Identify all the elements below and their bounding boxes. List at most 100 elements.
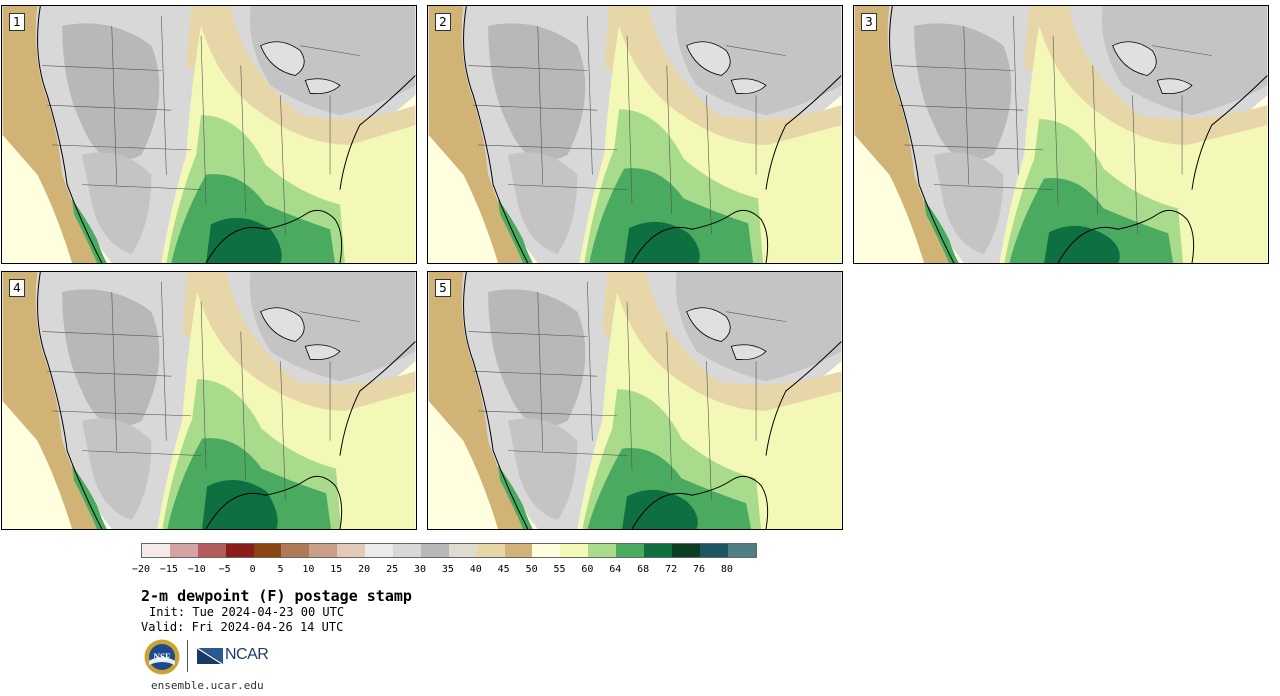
- coastline: [205, 475, 343, 529]
- dewpoint-band-dark-green: [624, 221, 700, 263]
- state-boundary: [1132, 95, 1138, 235]
- colorbar-swatch: [588, 544, 617, 557]
- colorbar-swatch: [197, 544, 226, 557]
- colorbar-swatch: [420, 544, 449, 557]
- colorbar-tick-label: 72: [665, 564, 678, 575]
- dewpoint-band-tan: [854, 6, 949, 263]
- dewpoint-band-gray: [81, 418, 152, 521]
- colorbar-swatch: [504, 544, 533, 557]
- colorbar-tick-label: 60: [581, 564, 594, 575]
- state-boundary: [899, 104, 1024, 111]
- dewpoint-band-tan: [428, 6, 523, 263]
- coastline: [37, 272, 103, 529]
- state-boundary: [300, 311, 360, 322]
- state-boundary: [161, 281, 167, 441]
- state-boundary: [52, 410, 192, 417]
- site-url[interactable]: ensemble.ucar.edu: [151, 679, 264, 692]
- ncar-logo[interactable]: NCAR: [196, 645, 269, 665]
- state-boundary: [894, 65, 1014, 71]
- panel-number: 2: [435, 13, 451, 31]
- map-panel-4[interactable]: 4: [1, 271, 417, 530]
- state-boundary: [706, 95, 712, 235]
- state-boundary: [587, 15, 593, 175]
- map-panel-2[interactable]: 2: [427, 5, 843, 264]
- dewpoint-band-gray: [488, 289, 586, 427]
- dewpoint-map: [854, 6, 1268, 263]
- plot-title: 2-m dewpoint (F) postage stamp: [141, 587, 412, 605]
- map-panel-3[interactable]: 3: [853, 5, 1269, 264]
- colorbar-swatch: [616, 544, 645, 557]
- state-boundary: [52, 144, 192, 151]
- state-boundary: [300, 45, 360, 56]
- coastline: [37, 6, 103, 263]
- ncar-mark-icon: [196, 647, 223, 665]
- colorbar-swatch: [225, 544, 254, 557]
- coastline: [205, 209, 343, 263]
- colorbar-tick-label: 68: [637, 564, 650, 575]
- dewpoint-band-gray: [914, 23, 1012, 161]
- coastline: [339, 341, 416, 456]
- colorbar-tick-label: −20: [131, 564, 151, 575]
- dewpoint-band-gray: [488, 23, 586, 161]
- state-boundary: [507, 450, 628, 456]
- colorbar-swatch: [337, 544, 366, 557]
- colorbar-tick-label: 50: [525, 564, 538, 575]
- state-boundary: [1152, 45, 1212, 56]
- panel-number: 4: [9, 279, 25, 297]
- coastline: [463, 6, 529, 263]
- state-boundary: [706, 361, 712, 501]
- panel-number: 3: [861, 13, 877, 31]
- colorbar-tick-label: 40: [469, 564, 482, 575]
- colorbar-swatch: [253, 544, 282, 557]
- state-boundary: [161, 15, 167, 175]
- coastline: [765, 341, 842, 456]
- colorbar-tick-label: 76: [692, 564, 706, 575]
- state-boundary: [587, 281, 593, 441]
- colorbar-tick-label: 10: [302, 564, 315, 575]
- dewpoint-band-gray: [62, 289, 160, 427]
- state-boundary: [478, 410, 618, 417]
- colorbar-tick-label: 55: [553, 564, 566, 575]
- dewpoint-band-tan: [2, 6, 97, 263]
- colorbar-tick-label: 80: [720, 564, 733, 575]
- dewpoint-map: [2, 6, 416, 263]
- map-panel-5[interactable]: 5: [427, 271, 843, 530]
- colorbar-tick-label: 35: [441, 564, 454, 575]
- colorbar-tick-label: 15: [330, 564, 343, 575]
- colorbar-tick-label: 20: [358, 564, 371, 575]
- dewpoint-band-gray: [1101, 6, 1268, 116]
- state-boundary: [537, 291, 544, 451]
- colorbar-swatch: [532, 544, 561, 557]
- great-lakes: [304, 78, 341, 95]
- dewpoint-band-dark-green: [622, 489, 698, 529]
- colorbar-swatch: [560, 544, 589, 557]
- dewpoint-band-tan: [2, 272, 97, 529]
- state-boundary: [933, 184, 1054, 190]
- colorbar-swatch: [169, 544, 198, 557]
- coastline: [631, 475, 769, 529]
- great-lakes: [1156, 78, 1193, 95]
- coastline: [631, 209, 769, 263]
- valid-time: Valid: Fri 2024-04-26 14 UTC: [141, 620, 344, 634]
- colorbar-tick-label: 30: [413, 564, 427, 575]
- dewpoint-map: [2, 272, 416, 529]
- state-boundary: [280, 95, 286, 235]
- dewpoint-band-tan: [186, 6, 416, 158]
- colorbar-swatch: [393, 544, 421, 557]
- dewpoint-band-green: [498, 199, 533, 263]
- state-boundary: [280, 361, 286, 501]
- nsf-logo-icon[interactable]: NSF: [144, 639, 180, 675]
- dewpoint-map: [428, 6, 842, 263]
- colorbar-swatch: [727, 544, 756, 557]
- great-lakes: [260, 307, 305, 342]
- state-boundary: [626, 301, 633, 471]
- dewpoint-band-tan: [604, 6, 842, 158]
- map-panel-1[interactable]: 1: [1, 5, 417, 264]
- init-time: Init: Tue 2024-04-23 00 UTC: [149, 605, 345, 619]
- state-boundary: [726, 311, 786, 322]
- dewpoint-band-gray: [249, 272, 416, 382]
- coastline: [1191, 75, 1268, 190]
- colorbar-tick-label: 45: [497, 564, 510, 575]
- dewpoint-band-tan: [182, 272, 416, 424]
- colorbar-swatch: [671, 544, 700, 557]
